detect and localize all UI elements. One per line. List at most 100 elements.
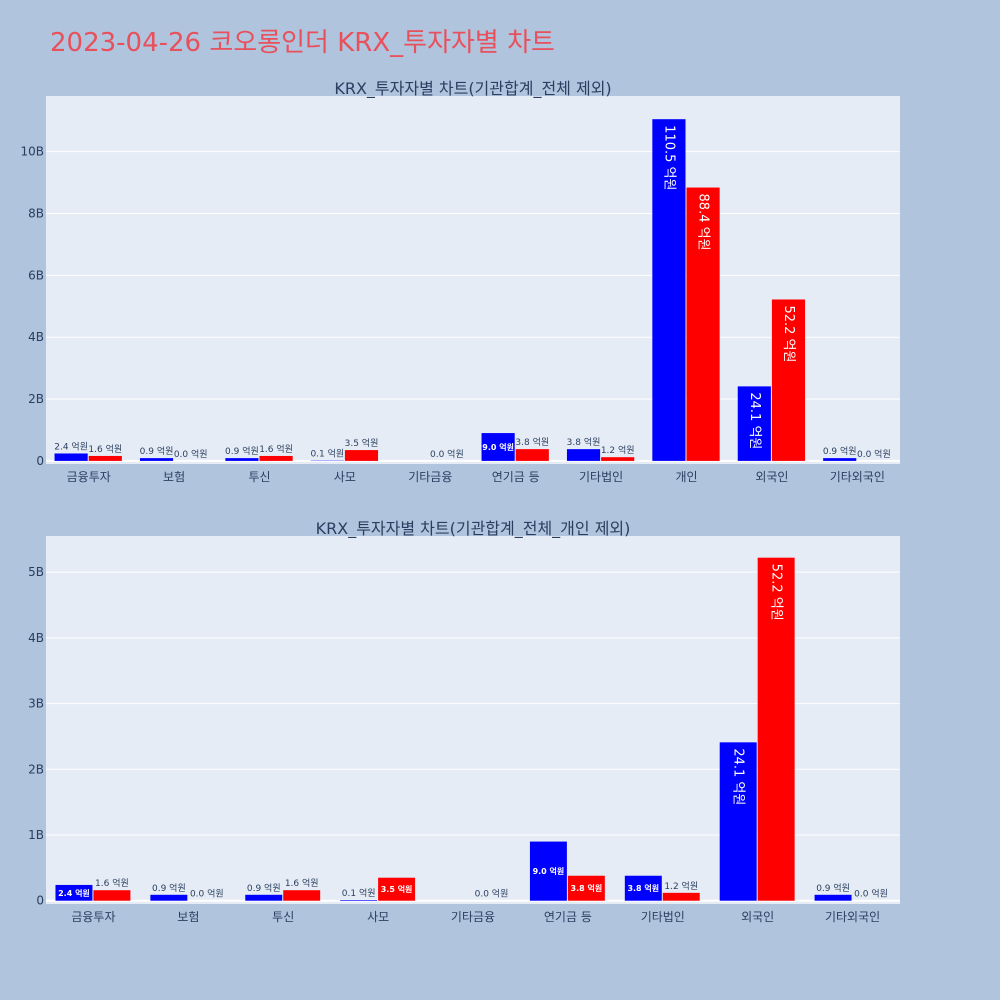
y-tick-label: 2B xyxy=(28,762,44,776)
bar xyxy=(481,433,515,461)
bar xyxy=(259,455,293,461)
bar xyxy=(93,890,131,901)
bar-value-label: 0.0 억원 xyxy=(857,448,891,460)
bar-value-label: 0.9 억원 xyxy=(140,445,174,457)
y-tick-label: 2B xyxy=(28,392,44,406)
bar-value-label: 2.4 억원 xyxy=(58,888,90,898)
bar-value-label: 88.4 억원 xyxy=(696,194,711,251)
x-tick-label: 기타외국인 xyxy=(825,910,880,924)
bar xyxy=(150,894,188,901)
x-tick-label: 기타금융 xyxy=(408,470,452,484)
bar-value-label: 0.9 억원 xyxy=(823,445,857,457)
bar-value-label: 24.1 억원 xyxy=(747,392,762,449)
bar-value-label: 52.2 억원 xyxy=(769,564,784,621)
bar-value-label: 0.1 억원 xyxy=(342,887,376,899)
bar xyxy=(55,884,93,901)
bar-value-label: 1.6 억원 xyxy=(88,443,122,455)
bar xyxy=(662,892,700,901)
y-tick-label: 0 xyxy=(36,454,44,468)
chart-title: KRX_투자자별 차트(기관합계_전체_개인 제외) xyxy=(316,519,631,539)
page-title: 2023-04-26 코오롱인더 KRX_투자자별 차트 xyxy=(50,28,555,58)
bar-value-label: 1.2 억원 xyxy=(601,444,635,456)
x-tick-label: 기타법인 xyxy=(579,470,623,484)
bar xyxy=(624,875,662,901)
bar xyxy=(737,386,771,461)
bar-value-label: 1.2 억원 xyxy=(664,880,698,892)
bar-value-label: 0.9 억원 xyxy=(225,445,259,457)
bar-value-label: 0.1 억원 xyxy=(310,448,344,460)
investor-chart-all: KRX_투자자별 차트(기관합계_전체 제외) 0 2B 4B 6B 8B 10B 2.4 억… xyxy=(20,79,900,484)
bar-value-label: 1.6 억원 xyxy=(259,443,293,455)
y-tick-label: 6B xyxy=(28,268,44,282)
x-tick-label: 개인 xyxy=(675,470,697,484)
y-tick-label: 4B xyxy=(28,631,44,645)
bar-value-label: 1.6 억원 xyxy=(285,877,319,889)
y-tick-label: 8B xyxy=(28,207,44,221)
bar-value-label: 1.6 억원 xyxy=(95,877,129,889)
bar-value-label: 0.0 억원 xyxy=(430,448,464,460)
bar xyxy=(757,557,795,901)
bar-value-label: 0.9 억원 xyxy=(247,882,281,894)
bar xyxy=(88,455,122,461)
bar-value-label: 3.5 억원 xyxy=(381,884,413,894)
bar-value-label: 3.8 억원 xyxy=(627,883,659,893)
bar-value-label: 9.0 억원 xyxy=(482,442,514,452)
bar xyxy=(283,890,321,901)
x-tick-label: 금융투자 xyxy=(71,910,115,924)
bar xyxy=(529,841,567,901)
bar-value-label: 0.0 억원 xyxy=(174,448,208,460)
x-tick-label: 사모 xyxy=(367,910,389,924)
bar xyxy=(814,894,852,901)
x-tick-label: 투신 xyxy=(248,470,270,484)
bar-value-label: 3.5 억원 xyxy=(345,437,379,449)
bar xyxy=(771,299,806,461)
bar-value-label: 3.8 억원 xyxy=(571,883,603,893)
bar xyxy=(139,458,174,461)
bar-value-label: 9.0 억원 xyxy=(533,866,565,876)
chart-title: KRX_투자자별 차트(기관합계_전체 제외) xyxy=(334,79,611,99)
y-tick-label: 1B xyxy=(28,828,44,842)
y-tick-label: 4B xyxy=(28,330,44,344)
y-tick-label: 5B xyxy=(28,565,44,579)
bar-value-label: 110.5 억원 xyxy=(661,125,676,190)
bar-value-label: 24.1 억원 xyxy=(731,748,746,805)
x-tick-label: 기타금융 xyxy=(451,910,495,924)
bar xyxy=(652,119,686,461)
bar xyxy=(515,449,549,461)
bar xyxy=(567,875,605,901)
investor-chart-excluding-individual: KRX_투자자별 차트(기관합계_전체_개인 제외) 0 1B 2B 3B 4B 5B 2.4… xyxy=(28,519,900,924)
bar-value-label: 0.9 억원 xyxy=(816,882,850,894)
x-tick-label: 외국인 xyxy=(755,470,788,484)
bar-value-label: 2.4 억원 xyxy=(54,440,88,452)
bar-value-label: 0.0 억원 xyxy=(475,888,509,900)
bar xyxy=(823,458,857,461)
bar xyxy=(566,449,601,461)
bar xyxy=(225,458,259,461)
bar xyxy=(344,450,379,461)
bar xyxy=(54,453,88,461)
x-tick-label: 투신 xyxy=(272,910,294,924)
bar-value-label: 0.0 억원 xyxy=(854,888,888,900)
bar xyxy=(340,900,378,901)
bar xyxy=(245,894,283,901)
x-tick-label: 금융투자 xyxy=(67,470,111,484)
x-tick-label: 외국인 xyxy=(741,910,774,924)
bar-value-label: 0.9 억원 xyxy=(152,882,186,894)
bar xyxy=(686,187,720,461)
x-tick-label: 사모 xyxy=(334,470,356,484)
x-tick-label: 연기금 등 xyxy=(492,470,540,484)
y-tick-label: 10B xyxy=(20,145,44,159)
x-tick-label: 기타법인 xyxy=(641,910,685,924)
x-tick-label: 보험 xyxy=(177,910,199,924)
x-tick-label: 연기금 등 xyxy=(544,910,592,924)
y-tick-label: 3B xyxy=(28,697,44,711)
bar xyxy=(378,877,416,901)
bar-value-label: 52.2 억원 xyxy=(781,305,796,362)
x-tick-label: 보험 xyxy=(163,470,185,484)
bar xyxy=(601,457,635,461)
x-tick-label: 기타외국인 xyxy=(830,470,885,484)
bar-value-label: 3.8 억원 xyxy=(567,436,601,448)
bar-value-label: 0.0 억원 xyxy=(190,888,224,900)
bar-value-label: 3.8 억원 xyxy=(515,436,549,448)
y-tick-label: 0 xyxy=(36,894,44,908)
